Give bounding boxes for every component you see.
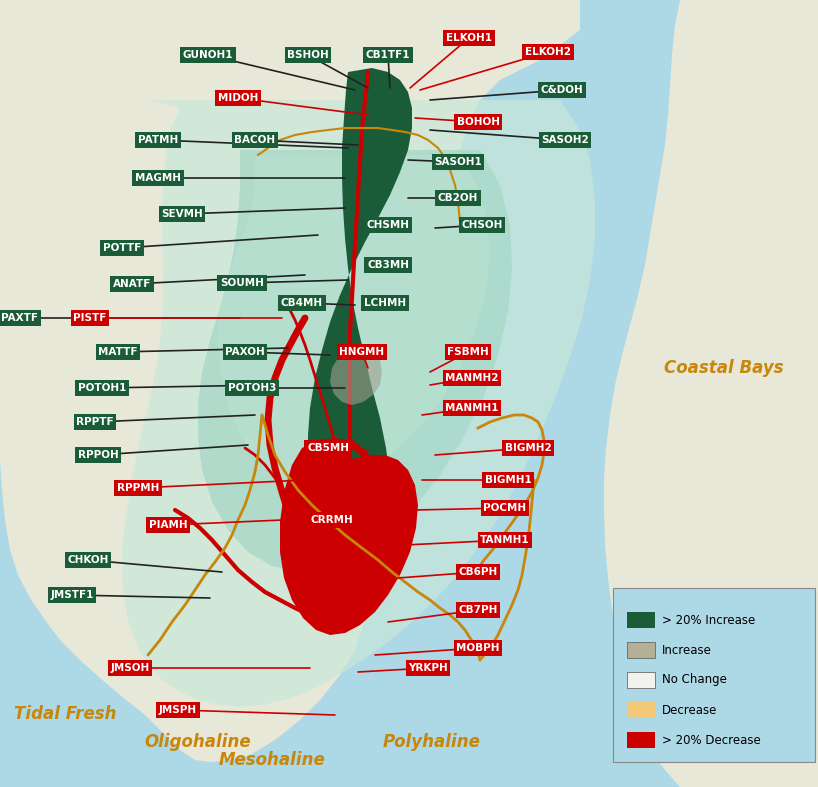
Text: PISTF: PISTF [74, 313, 106, 323]
Text: TANMH1: TANMH1 [480, 535, 530, 545]
FancyBboxPatch shape [627, 642, 655, 658]
Text: Polyhaline: Polyhaline [383, 733, 481, 751]
Text: PAXTF: PAXTF [2, 313, 38, 323]
Text: ELKOH1: ELKOH1 [446, 33, 492, 43]
Text: CRRMH: CRRMH [311, 515, 353, 525]
Text: PIAMH: PIAMH [149, 520, 187, 530]
Text: > 20% Decrease: > 20% Decrease [662, 733, 761, 747]
Text: POTTF: POTTF [103, 243, 142, 253]
Text: BIGMH2: BIGMH2 [505, 443, 551, 453]
Text: PAXOH: PAXOH [225, 347, 265, 357]
Text: Increase: Increase [662, 644, 712, 656]
Text: SOUMH: SOUMH [220, 278, 264, 288]
FancyBboxPatch shape [627, 612, 655, 628]
FancyBboxPatch shape [627, 672, 655, 688]
Text: JMSPH: JMSPH [159, 705, 197, 715]
Text: MIDOH: MIDOH [218, 93, 258, 103]
Text: CHSOH: CHSOH [461, 220, 503, 230]
FancyBboxPatch shape [627, 732, 655, 748]
Text: Coastal Bays: Coastal Bays [664, 359, 784, 377]
Polygon shape [122, 100, 595, 707]
Text: CHSMH: CHSMH [366, 220, 410, 230]
Text: CB1TF1: CB1TF1 [366, 50, 411, 60]
Text: MANMH2: MANMH2 [445, 373, 499, 383]
Polygon shape [330, 348, 382, 405]
Text: MANMH1: MANMH1 [445, 403, 499, 413]
Text: GUNOH1: GUNOH1 [182, 50, 233, 60]
Polygon shape [218, 155, 490, 485]
Text: SASOH2: SASOH2 [542, 135, 589, 145]
Text: BIGMH1: BIGMH1 [484, 475, 532, 485]
Text: Oligohaline: Oligohaline [145, 733, 251, 751]
Text: MAGMH: MAGMH [135, 173, 181, 183]
Text: CB7PH: CB7PH [458, 605, 497, 615]
Text: RPPMH: RPPMH [117, 483, 160, 493]
Text: CB3MH: CB3MH [367, 260, 409, 270]
Text: MATTF: MATTF [98, 347, 137, 357]
Text: Decrease: Decrease [662, 704, 717, 716]
Text: SEVMH: SEVMH [161, 209, 203, 219]
Text: CB6PH: CB6PH [458, 567, 497, 577]
Text: MOBPH: MOBPH [456, 643, 500, 653]
Text: BACOH: BACOH [235, 135, 276, 145]
Text: CHKOH: CHKOH [67, 555, 109, 565]
Text: RPPOH: RPPOH [78, 450, 119, 460]
Text: C&DOH: C&DOH [541, 85, 583, 95]
Text: Tidal Fresh: Tidal Fresh [14, 705, 116, 723]
Text: BSHOH: BSHOH [287, 50, 329, 60]
Text: Mesohaline: Mesohaline [218, 751, 326, 769]
FancyBboxPatch shape [627, 702, 655, 718]
Text: POTOH1: POTOH1 [78, 383, 126, 393]
Text: No Change: No Change [662, 674, 727, 686]
Text: SASOH1: SASOH1 [434, 157, 482, 167]
Text: CB4MH: CB4MH [281, 298, 323, 308]
Polygon shape [308, 68, 412, 582]
Text: POCMH: POCMH [483, 503, 527, 513]
Polygon shape [280, 438, 418, 635]
Text: JMSTF1: JMSTF1 [51, 590, 94, 600]
Text: CB5MH: CB5MH [307, 443, 349, 453]
Text: HNGMH: HNGMH [339, 347, 384, 357]
Text: RPPTF: RPPTF [76, 417, 114, 427]
Text: CB2OH: CB2OH [438, 193, 479, 203]
Polygon shape [198, 150, 512, 572]
Text: YRKPH: YRKPH [408, 663, 448, 673]
Text: JMSOH: JMSOH [110, 663, 150, 673]
Text: FSBMH: FSBMH [447, 347, 489, 357]
Polygon shape [600, 0, 818, 787]
Text: > 20% Increase: > 20% Increase [662, 614, 755, 626]
Text: ANATF: ANATF [113, 279, 151, 289]
Text: ELKOH2: ELKOH2 [525, 47, 571, 57]
Text: PATMH: PATMH [138, 135, 178, 145]
Text: BOHOH: BOHOH [456, 117, 500, 127]
Text: POTOH3: POTOH3 [227, 383, 276, 393]
Text: LCHMH: LCHMH [364, 298, 406, 308]
FancyBboxPatch shape [613, 588, 815, 762]
Polygon shape [0, 0, 580, 762]
